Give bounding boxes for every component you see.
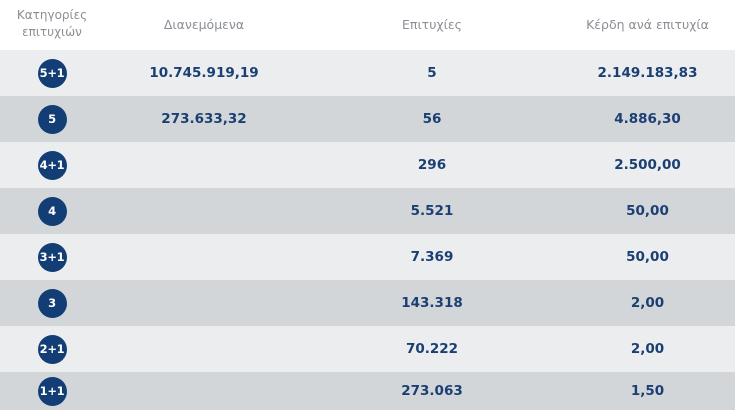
table-header: Κατηγορίες επιτυχιών Διανεμόμενα Επιτυχίε… [0, 0, 735, 48]
category-badge: 3+1 [37, 242, 67, 272]
header-winners: Επιτυχίες [402, 16, 462, 32]
prize-value: 50,00 [626, 203, 669, 219]
winners-value: 296 [417, 157, 447, 173]
table-row: 4+1 296 2.500,00 [0, 142, 735, 188]
table-row: 2+1 70.222 2,00 [0, 326, 735, 372]
distributed-value: 10.745.919,19 [149, 65, 259, 81]
prize-value: 50,00 [626, 249, 669, 265]
winners-value: 143.318 [401, 295, 463, 311]
header-category-line1: Κατηγορίες [16, 8, 88, 22]
header-distributed: Διανεμόμενα [163, 16, 245, 32]
category-badge: 3 [37, 288, 67, 318]
header-prize-per-winner: Κέρδη ανά επιτυχία [586, 16, 709, 32]
header-category: Κατηγορίες επιτυχιών [0, 0, 104, 48]
table-row: 4 5.521 50,00 [0, 188, 735, 234]
table-row: 3 143.318 2,00 [0, 280, 735, 326]
distributed-value [104, 372, 304, 410]
prize-value: 2.149.183,83 [597, 65, 698, 81]
distributed-value [104, 188, 304, 234]
prize-value: 2.500,00 [614, 157, 681, 173]
winners-value: 7.369 [410, 249, 454, 265]
table-row: 1+1 273.063 1,50 [0, 372, 735, 410]
distributed-value [104, 234, 304, 280]
table-row: 5 273.633,32 56 4.886,30 [0, 96, 735, 142]
category-badge: 5 [37, 104, 67, 134]
category-badge: 4 [37, 196, 67, 226]
table-row: 5+1 10.745.919,19 5 2.149.183,83 [0, 50, 735, 96]
category-badge: 4+1 [37, 150, 67, 180]
distributed-value: 273.633,32 [161, 111, 247, 127]
distributed-value [104, 280, 304, 326]
winners-value: 273.063 [401, 383, 463, 399]
distributed-value [104, 326, 304, 372]
prize-value: 2,00 [630, 295, 665, 311]
prize-value: 2,00 [630, 341, 665, 357]
winners-value: 70.222 [405, 341, 459, 357]
distributed-value [104, 142, 304, 188]
header-category-line2: επιτυχιών [22, 25, 82, 39]
prize-value: 4.886,30 [614, 111, 681, 127]
prize-value: 1,50 [630, 383, 665, 399]
winners-value: 56 [422, 111, 442, 127]
winners-value: 5.521 [410, 203, 454, 219]
category-badge: 1+1 [37, 376, 67, 406]
category-badge: 2+1 [37, 334, 67, 364]
winners-value: 5 [427, 65, 437, 81]
category-badge: 5+1 [37, 58, 67, 88]
table-row: 3+1 7.369 50,00 [0, 234, 735, 280]
